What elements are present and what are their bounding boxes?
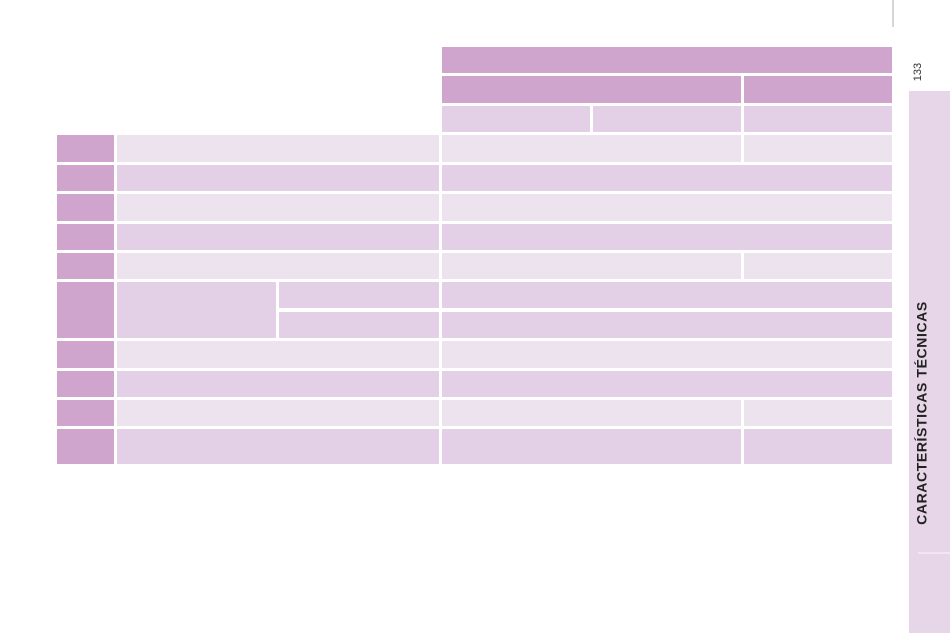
cell xyxy=(279,312,439,338)
row-key xyxy=(57,253,114,279)
header-cell xyxy=(442,106,590,132)
cell xyxy=(117,341,439,368)
header-cell xyxy=(744,76,892,103)
cell xyxy=(744,429,892,464)
cell xyxy=(442,253,741,279)
side-tab xyxy=(909,91,950,633)
cell xyxy=(117,429,439,464)
row-key xyxy=(57,194,114,221)
cell xyxy=(744,253,892,279)
cell xyxy=(117,253,439,279)
row-key xyxy=(57,400,114,426)
cell xyxy=(442,165,892,191)
row-key xyxy=(57,371,114,397)
cell xyxy=(442,282,892,308)
cell xyxy=(442,400,741,426)
page-number: 133 xyxy=(912,63,924,81)
row-key xyxy=(57,135,114,162)
table xyxy=(57,47,892,464)
header-cell xyxy=(442,47,892,73)
cell xyxy=(442,429,741,464)
cell xyxy=(117,194,439,221)
cell xyxy=(117,135,439,162)
row-key xyxy=(57,165,114,191)
header-cell xyxy=(744,106,892,132)
cell xyxy=(744,135,892,162)
cell xyxy=(117,165,439,191)
cell xyxy=(117,282,276,338)
cell xyxy=(442,194,892,221)
cell xyxy=(442,135,741,162)
row-key xyxy=(57,429,114,464)
row-key xyxy=(57,282,114,338)
cell xyxy=(279,282,439,308)
header-cell xyxy=(593,106,741,132)
cell xyxy=(744,400,892,426)
cell xyxy=(117,400,439,426)
cell xyxy=(117,224,439,250)
cell xyxy=(117,371,439,397)
cell xyxy=(442,312,892,338)
header-cell xyxy=(442,76,741,103)
cell xyxy=(442,224,892,250)
side-tab-label: CARACTERÍSTICAS TÉCNICAS xyxy=(914,301,930,525)
row-key xyxy=(57,341,114,368)
cell xyxy=(442,341,892,368)
row-key xyxy=(57,224,114,250)
cell xyxy=(442,371,892,397)
